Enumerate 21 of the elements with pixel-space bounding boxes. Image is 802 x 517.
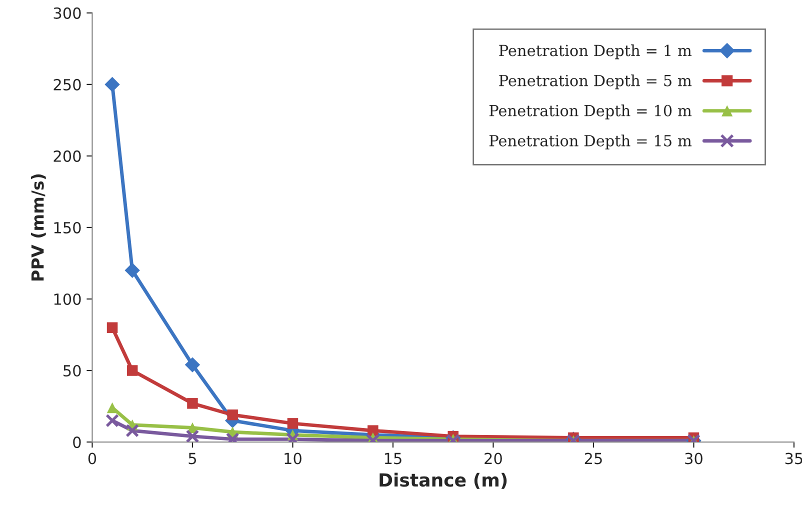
x-tick-label: 5: [188, 452, 196, 464]
y-tick-label: 0: [73, 436, 81, 448]
y-tick-label: 100: [54, 293, 81, 306]
x-tick-label: 30: [685, 452, 702, 464]
x-tick-label: 0: [88, 452, 96, 464]
legend-label: Penetration Depth = 10 m: [489, 104, 692, 120]
x-tick-label: 35: [785, 452, 802, 464]
legend-label: Penetration Depth = 15 m: [489, 134, 692, 150]
x-tick-label: 20: [484, 452, 502, 464]
y-tick-label: 150: [54, 222, 81, 234]
x-tick-label: 15: [384, 452, 402, 464]
legend-label: Penetration Depth = 5 m: [499, 74, 692, 90]
legend-label: Penetration Depth = 1 m: [499, 44, 692, 60]
x-axis-title: Distance (m): [380, 472, 507, 489]
y-tick-label: 250: [54, 78, 81, 90]
y-tick-label: 50: [64, 364, 81, 377]
y-axis-title: PPV (mm/s): [30, 174, 46, 281]
x-tick-label: 10: [284, 452, 302, 464]
y-tick-label: 200: [54, 150, 81, 162]
x-tick-label: 25: [584, 452, 602, 464]
y-tick-label: 300: [54, 7, 81, 19]
